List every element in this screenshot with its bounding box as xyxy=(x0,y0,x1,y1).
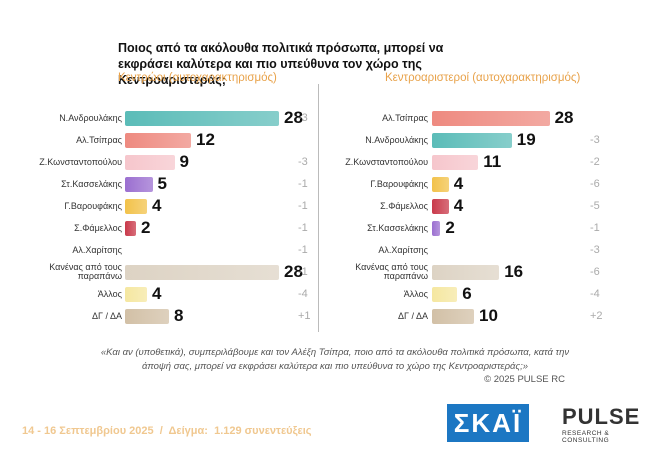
bar xyxy=(125,110,279,126)
category-label: Αλ.Τσίπρας xyxy=(382,112,428,123)
change-label: -1 xyxy=(590,222,600,234)
value-label: 4 xyxy=(152,284,162,303)
category-label: Στ.Κασσελάκης xyxy=(61,178,122,189)
category-label: Αλ.Χαρίτσης xyxy=(72,244,122,255)
change-label: -1 xyxy=(298,222,308,234)
bar xyxy=(432,154,479,170)
value-label: 6 xyxy=(462,284,472,303)
value-label: 8 xyxy=(174,306,184,325)
value-label: 10 xyxy=(479,306,498,325)
category-label: Αλ.Χαρίτσης xyxy=(378,244,428,255)
category-label: Σ.Φάμελλος xyxy=(74,222,122,233)
bar xyxy=(125,264,279,280)
value-label: 2 xyxy=(445,218,455,237)
change-label: -3 xyxy=(298,156,308,168)
bar xyxy=(432,110,550,126)
bar xyxy=(125,132,191,148)
skai-logo: ΣΚΑΪ xyxy=(447,404,529,442)
change-label: +1 xyxy=(298,310,311,322)
value-label: 4 xyxy=(453,196,464,215)
value-label: 19 xyxy=(516,130,536,149)
bar xyxy=(125,286,147,302)
change-label: -5 xyxy=(590,200,600,212)
change-label: +2 xyxy=(590,310,603,322)
bar xyxy=(125,308,169,324)
category-label: Ν.Ανδρουλάκης xyxy=(365,134,428,145)
category-label: Αλ.Τσίπρας xyxy=(76,134,122,145)
bar xyxy=(432,132,512,148)
category-label: ΔΓ / ΔΑ xyxy=(398,310,428,321)
category-label: Στ.Κασσελάκης xyxy=(367,222,428,233)
value-label: 4 xyxy=(152,196,162,215)
panel-subtitle: Κεντροαριστεροί (αυτοχαρακτηρισμός) xyxy=(385,72,581,84)
value-label: 28 xyxy=(554,108,574,127)
category-label: Γ.Βαρουφάκης xyxy=(64,200,122,211)
panel-subtitle: Κεντρώοι (αυτοχαρακτηρισμός) xyxy=(118,72,277,84)
pulse-logo: PULSE xyxy=(562,404,641,429)
bar xyxy=(125,220,136,236)
category-label: Γ.Βαρουφάκης xyxy=(370,178,428,189)
category-label: ΔΓ / ΔΑ xyxy=(92,310,122,321)
change-label: -1 xyxy=(298,200,308,212)
change-label: -1 xyxy=(298,266,308,278)
bar xyxy=(125,154,175,170)
category-label: Σ.Φάμελλος xyxy=(380,200,428,211)
value-label: 28 xyxy=(284,262,303,281)
category-label: Ζ.Κωνσταντοπούλου xyxy=(345,156,428,167)
value-label: 5 xyxy=(157,174,167,193)
question-note: «Και αν (υποθετικά), συμπεριλάβουμε και … xyxy=(100,347,570,372)
category-label: Άλλος xyxy=(403,288,428,299)
change-label: -3 xyxy=(590,244,600,256)
question-title: Ποιος από τα ακόλουθα πολιτικά πρόσωπα, … xyxy=(118,41,444,87)
value-label: 16 xyxy=(504,262,524,281)
bar xyxy=(432,264,500,280)
category-label: Ν.Ανδρουλάκης xyxy=(59,112,122,123)
fieldwork-footer: 14 - 16 Σεπτεμβρίου 2025 / Δείγμα: 1.129… xyxy=(22,425,312,437)
value-label: 28 xyxy=(284,108,303,127)
bar xyxy=(432,286,458,302)
change-label: -3 xyxy=(298,112,308,124)
bar xyxy=(125,198,147,214)
change-label: -1 xyxy=(298,178,308,190)
change-label: -4 xyxy=(590,288,600,300)
value-label: 12 xyxy=(196,130,215,149)
category-label: Άλλος xyxy=(97,288,122,299)
change-label: -2 xyxy=(590,156,600,168)
pulse-logo-subtitle: RESEARCH & CONSULTING xyxy=(562,430,610,444)
value-label: 2 xyxy=(141,218,151,237)
panel-divider xyxy=(318,84,319,332)
value-label: 11 xyxy=(483,152,502,171)
copyright: © 2025 PULSE RC xyxy=(484,374,565,385)
bar xyxy=(432,308,474,324)
bar xyxy=(432,198,449,214)
change-label: -6 xyxy=(590,266,600,278)
category-label: Κανένας από τους παραπάνω xyxy=(355,262,428,281)
change-label: -1 xyxy=(298,244,308,256)
value-label: 9 xyxy=(179,152,189,171)
bar xyxy=(432,220,441,236)
change-label: -3 xyxy=(590,134,600,146)
bar xyxy=(125,176,153,192)
change-label: -4 xyxy=(298,288,308,300)
bar xyxy=(432,176,449,192)
value-label: 4 xyxy=(453,174,464,193)
category-label: Ζ.Κωνσταντοπούλου xyxy=(39,156,122,167)
change-label: -6 xyxy=(590,178,600,190)
category-label: Κανένας από τους παραπάνω xyxy=(49,262,122,281)
